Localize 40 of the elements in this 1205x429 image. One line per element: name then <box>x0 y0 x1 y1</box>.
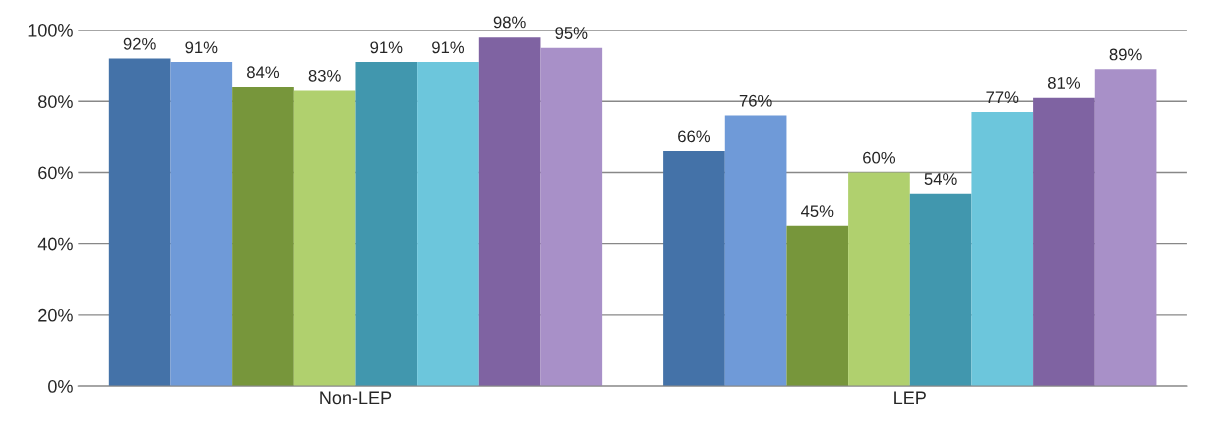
bar <box>293 90 356 387</box>
bar <box>909 193 972 387</box>
y-tick-label: 80% <box>38 95 73 108</box>
bar <box>540 47 603 387</box>
bar <box>663 151 725 387</box>
bar <box>478 37 541 387</box>
data-label: 76% <box>739 94 772 107</box>
data-label: 81% <box>1047 77 1081 89</box>
data-label: 91% <box>185 41 218 54</box>
data-label: 77% <box>986 91 1019 104</box>
data-label: 83% <box>308 69 341 82</box>
y-tick-label: 20% <box>38 308 73 322</box>
data-label: 89% <box>1109 48 1142 61</box>
bar <box>786 225 849 387</box>
bar <box>971 111 1034 387</box>
data-label: 45% <box>800 205 834 218</box>
data-label: 92% <box>123 37 156 50</box>
data-label: 54% <box>924 173 957 185</box>
data-label: 98% <box>493 16 526 29</box>
data-label: 66% <box>678 130 711 143</box>
data-label: 91% <box>432 41 465 54</box>
bar <box>108 58 171 387</box>
y-tick-label: 0% <box>48 380 73 393</box>
y-tick-label: 100% <box>28 23 73 37</box>
data-label: 91% <box>370 41 403 54</box>
x-tick-label: Non-LEP <box>320 391 392 405</box>
y-tick-label: 40% <box>37 237 73 251</box>
bar <box>170 62 233 387</box>
bar <box>848 172 910 387</box>
data-label: 60% <box>863 151 896 164</box>
x-tick-label: LEP <box>894 391 926 405</box>
data-label: 95% <box>555 27 588 39</box>
bar <box>1094 69 1157 387</box>
y-tick-label: 60% <box>38 166 73 180</box>
data-label: 84% <box>247 66 280 79</box>
bar <box>232 87 294 387</box>
bar <box>724 115 787 387</box>
bar <box>355 62 418 387</box>
bar <box>1033 97 1095 387</box>
bar <box>417 62 479 387</box>
